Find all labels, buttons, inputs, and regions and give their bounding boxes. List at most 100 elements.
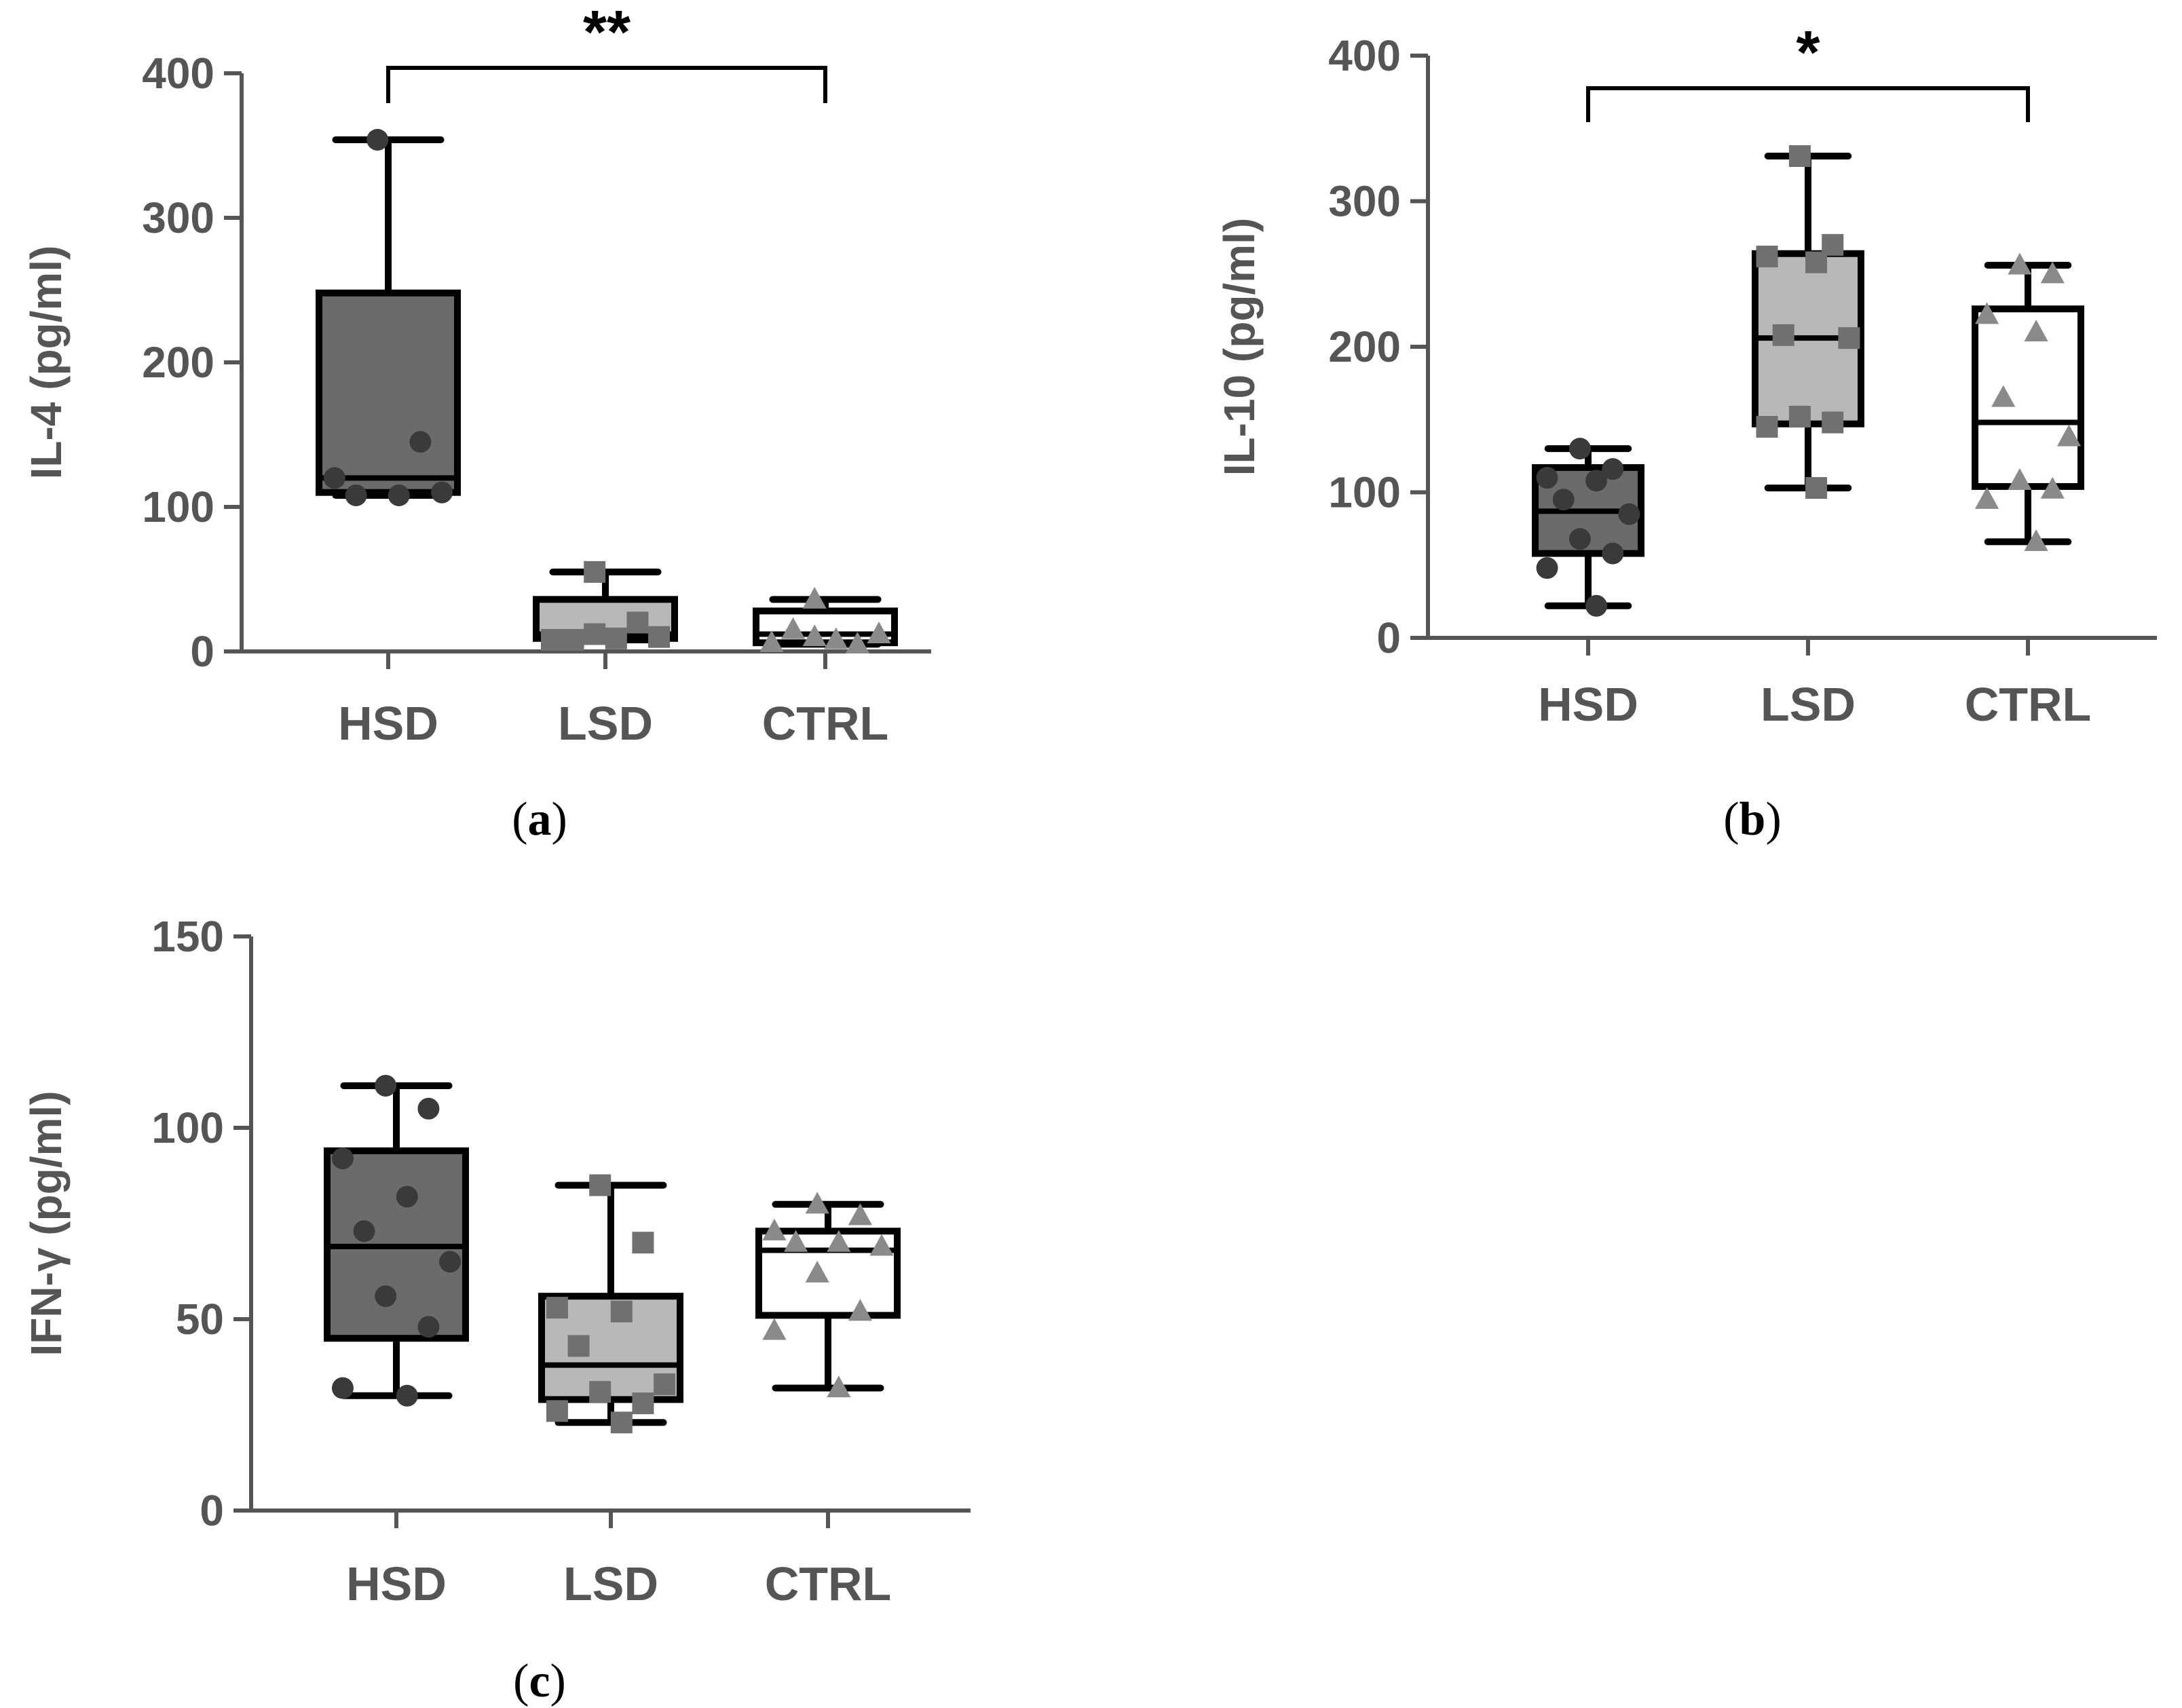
- data-point: [562, 628, 584, 651]
- data-point: [1756, 415, 1778, 438]
- data-point: [323, 467, 345, 489]
- data-point: [589, 1174, 612, 1196]
- data-point: [626, 611, 649, 634]
- data-point: [762, 1318, 787, 1340]
- data-point: [409, 431, 432, 453]
- chart-panel-3: 0 50 100 150 HSD LSD CTRL IFN-γ (pg/ml) (c): [22, 912, 971, 1707]
- y-tick-label: 0: [190, 627, 214, 676]
- data-point: [648, 626, 671, 648]
- data-point: [824, 627, 848, 649]
- data-point: [867, 622, 891, 644]
- data-point: [1805, 477, 1828, 499]
- data-point: [345, 484, 367, 506]
- data-point: [1602, 542, 1624, 565]
- box-ctrl: [753, 596, 898, 648]
- data-point: [2008, 252, 2032, 275]
- data-point: [2024, 320, 2048, 342]
- data-point: [2056, 424, 2082, 447]
- x-tick-label: LSD: [558, 697, 653, 750]
- data-point: [802, 624, 827, 647]
- y-axis-title: IFN-γ (pg/ml): [22, 1090, 71, 1356]
- data-point: [869, 1234, 894, 1256]
- data-point: [827, 1375, 851, 1398]
- data-point: [567, 1335, 590, 1357]
- data-point: [546, 1297, 568, 1319]
- data-point: [417, 1316, 440, 1338]
- data-point: [805, 1192, 829, 1214]
- y-tick-label: 50: [176, 1295, 224, 1344]
- data-point: [805, 1260, 829, 1283]
- data-point: [1756, 246, 1778, 268]
- data-point: [802, 586, 827, 609]
- data-point: [584, 623, 606, 645]
- data-point: [546, 1400, 568, 1422]
- significance-label: **: [583, 0, 631, 67]
- y-tick-label: 300: [1328, 177, 1401, 226]
- data-point: [1991, 385, 2016, 407]
- data-point: [605, 627, 627, 649]
- data-point: [540, 628, 563, 651]
- data-point: [1772, 324, 1794, 346]
- data-point: [1585, 594, 1608, 617]
- y-tick-label: 400: [1328, 31, 1401, 80]
- data-point: [610, 1300, 633, 1323]
- data-point: [2008, 468, 2032, 490]
- significance-label: *: [1796, 19, 1820, 87]
- data-point: [1788, 405, 1811, 428]
- chart-panel-1: 0 100 200 300 400 HSD LSD CTRL IL-4 (pg/ml) ** (a): [22, 0, 931, 846]
- data-point: [1788, 145, 1811, 168]
- x-tick-label: CTRL: [762, 697, 889, 750]
- x-tick-label: CTRL: [765, 1557, 892, 1610]
- data-point: [783, 1230, 808, 1252]
- data-point: [1568, 528, 1591, 550]
- significance-bracket: [1586, 86, 2030, 122]
- box-iqr: [316, 289, 461, 496]
- data-point: [366, 128, 389, 151]
- y-tick-label: 200: [142, 338, 214, 387]
- data-point: [417, 1097, 440, 1120]
- data-point: [589, 1381, 612, 1403]
- data-point: [1974, 302, 1999, 324]
- box-iqr: [755, 1228, 901, 1319]
- panel-label: (b): [1723, 793, 1782, 846]
- y-tick-label: 100: [142, 482, 214, 531]
- y-tick-label: 100: [151, 1103, 224, 1152]
- data-point: [584, 561, 606, 583]
- data-point: [2040, 476, 2065, 499]
- y-tick-label: 0: [200, 1486, 224, 1535]
- data-point: [396, 1185, 418, 1208]
- x-tick-label: HSD: [346, 1557, 447, 1610]
- panel-label: (c): [513, 1655, 566, 1707]
- data-point: [780, 617, 806, 639]
- data-point: [1805, 251, 1828, 273]
- y-tick-label: 400: [142, 49, 214, 98]
- data-point: [845, 631, 870, 653]
- y-tick-label: 0: [1376, 613, 1401, 662]
- x-tick-label: HSD: [338, 697, 438, 750]
- data-point: [375, 1074, 397, 1097]
- data-point: [848, 1299, 873, 1321]
- y-axis-title: IL-10 (pg/ml): [1215, 218, 1264, 476]
- y-tick-label: 300: [142, 193, 214, 242]
- x-tick-label: HSD: [1538, 678, 1638, 731]
- data-point: [1536, 557, 1558, 580]
- data-point: [388, 484, 410, 506]
- x-tick-label: CTRL: [1965, 678, 2092, 731]
- data-point: [632, 1392, 654, 1415]
- y-axis-title: IL-4 (pg/ml): [22, 246, 71, 480]
- data-point: [1838, 327, 1860, 349]
- data-point: [2024, 529, 2048, 552]
- data-point: [610, 1411, 633, 1434]
- data-point: [827, 1230, 851, 1252]
- data-point: [353, 1220, 375, 1242]
- data-point: [1974, 487, 1999, 509]
- y-tick-label: 150: [151, 912, 224, 961]
- y-tick-label: 100: [1328, 468, 1401, 517]
- data-point: [439, 1251, 462, 1273]
- data-point: [632, 1232, 654, 1254]
- box-hsd: [324, 1082, 469, 1399]
- data-point: [654, 1373, 676, 1395]
- chart-panel-2: 0 100 200 300 400 HSD LSD CTRL IL-10 (pg/ml) * (b): [1215, 19, 2157, 846]
- data-point: [1585, 470, 1608, 492]
